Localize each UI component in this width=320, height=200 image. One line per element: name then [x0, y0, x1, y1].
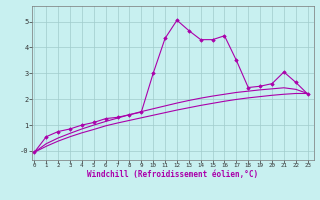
X-axis label: Windchill (Refroidissement éolien,°C): Windchill (Refroidissement éolien,°C) — [87, 170, 258, 179]
